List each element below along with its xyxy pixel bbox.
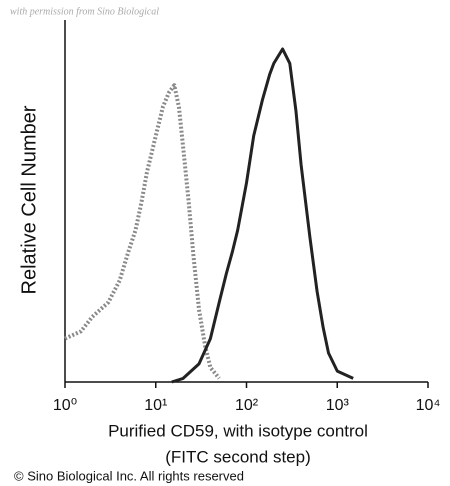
watermark: with permission from Sino Biological [10, 6, 159, 17]
x-tick-label: 10³ [326, 397, 350, 414]
x-tick-label: 10⁰ [53, 397, 77, 414]
footer: © Sino Biological Inc. All rights reserv… [14, 468, 244, 483]
x-tick-label: 10¹ [144, 397, 167, 414]
x-axis-label: Purified CD59, with isotype control [108, 421, 368, 440]
y-axis-label: Relative Cell Number [18, 105, 40, 294]
x-tick-label: 10² [235, 397, 259, 414]
histogram-line [64, 83, 221, 380]
x-tick-label: 10⁴ [416, 397, 441, 414]
histogram-line [171, 47, 354, 384]
x-axis-label: (FITC second step) [165, 447, 311, 466]
